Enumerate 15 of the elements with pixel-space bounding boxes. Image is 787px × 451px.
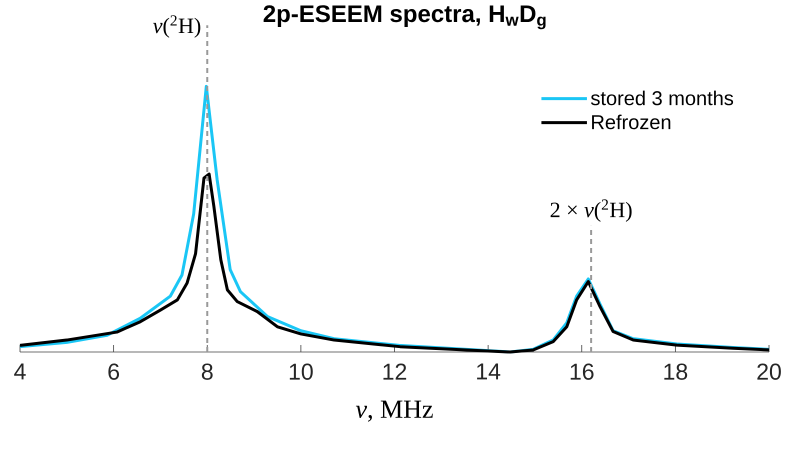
x-axis-title: ν, MHz [356,400,433,422]
chart-title: 2p-ESEEM spectra, H$_{w}$D$_{g}$ [264,5,546,30]
x-tick-label: 16 [570,364,594,380]
x-tick-label: 8 [202,364,213,380]
x-tick-label: 10 [290,364,313,380]
x-tick-label: 4 [14,364,26,380]
x-tick-label: 12 [383,364,406,380]
ref-line-label: 2 × ν($^{2}$H) [550,199,632,222]
legend-label: stored 3 months [590,90,734,106]
legend-label: Refrozen [592,114,670,130]
x-tick-label: 6 [108,364,120,380]
x-tick-label: 18 [664,364,688,380]
ref-line-label: ν($^{2}$H) [153,15,200,38]
x-tick-label: 14 [477,364,500,380]
x-tick-label: 20 [757,364,781,380]
